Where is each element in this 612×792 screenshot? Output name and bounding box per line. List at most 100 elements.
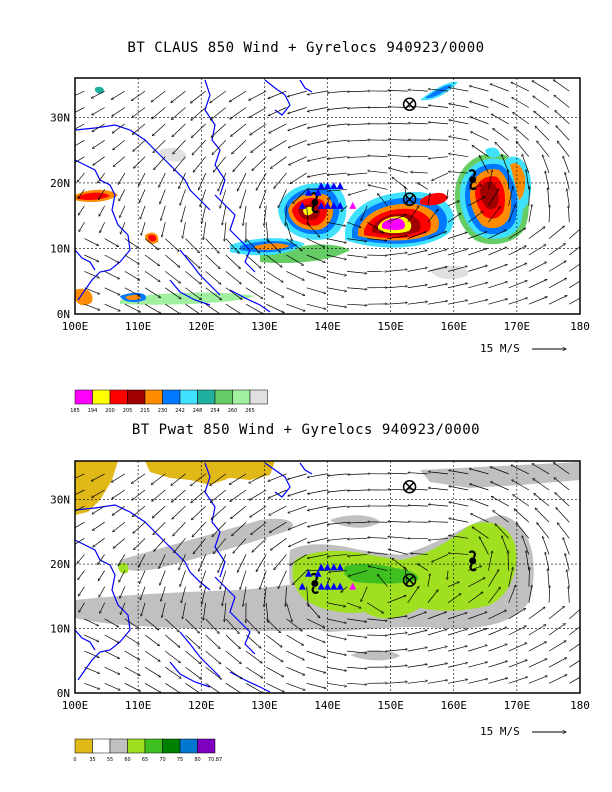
wind-vector bbox=[417, 183, 429, 190]
wind-vector bbox=[367, 238, 387, 241]
wind-vector bbox=[245, 254, 261, 268]
wind-vector bbox=[212, 521, 227, 536]
wind-vector bbox=[327, 172, 348, 175]
wind-vector bbox=[514, 127, 530, 141]
wind-vector bbox=[470, 499, 489, 507]
wind-vector bbox=[427, 590, 438, 603]
colorbar-swatch bbox=[74, 738, 93, 754]
blue-triangle-icon bbox=[305, 569, 313, 577]
colorbar-label: 65 bbox=[142, 757, 148, 763]
top-map-panel: 100E 110E 120E 130E 140E 150E 160E 170E 180 0N 10N… bbox=[50, 77, 590, 333]
wind-vector bbox=[288, 538, 307, 546]
wind-vector bbox=[144, 683, 161, 692]
wind-vector bbox=[532, 81, 550, 92]
wind-vector bbox=[211, 505, 227, 519]
wind-vector bbox=[190, 473, 206, 486]
wind-vector bbox=[75, 521, 85, 529]
blue-triangle-icon bbox=[330, 563, 338, 571]
wind-vector bbox=[447, 582, 459, 587]
wind-vector bbox=[225, 303, 243, 314]
lon-tick-label: 110E bbox=[125, 320, 152, 333]
wind-vector bbox=[528, 585, 532, 603]
blue-triangle-icon bbox=[330, 182, 338, 190]
wind-vector bbox=[347, 254, 367, 257]
wind-vector bbox=[293, 570, 307, 585]
wind-vector bbox=[491, 496, 509, 507]
wind-vector bbox=[545, 171, 550, 190]
wind-vector bbox=[427, 646, 447, 652]
wind-vector bbox=[193, 156, 206, 173]
wind-vector bbox=[77, 554, 85, 563]
wind-vector bbox=[535, 126, 550, 141]
wind-vector bbox=[448, 172, 469, 174]
wind-vector bbox=[548, 675, 567, 684]
wind-vector bbox=[508, 551, 509, 571]
wind-vector bbox=[191, 123, 206, 138]
wind-vector bbox=[388, 521, 408, 522]
wind-vector bbox=[249, 107, 267, 118]
wind-vector bbox=[327, 90, 348, 93]
wind-vector bbox=[367, 537, 388, 538]
wind-vector bbox=[447, 249, 467, 256]
lon-tick-label: 100E bbox=[62, 320, 89, 333]
wind-vector bbox=[468, 232, 487, 239]
wind-vector bbox=[231, 505, 247, 519]
wind-vector bbox=[266, 287, 284, 298]
wind-vector bbox=[288, 505, 307, 513]
wind-vector bbox=[488, 610, 506, 620]
wind-vector bbox=[245, 271, 262, 283]
wind-vector bbox=[528, 607, 545, 620]
wind-vector bbox=[181, 205, 186, 222]
wind-vector bbox=[243, 586, 247, 607]
wind-vector bbox=[306, 618, 325, 628]
colorbar-swatch bbox=[162, 389, 181, 405]
colorbar-label: 194 bbox=[88, 408, 98, 414]
wind-vector bbox=[493, 510, 509, 523]
wind-vector bbox=[479, 537, 489, 555]
wind-vector bbox=[529, 567, 530, 587]
top-colorbar: 185 194 200 205 215 230 242 248 254 260 265 bbox=[70, 389, 268, 414]
wind-vector bbox=[288, 123, 307, 131]
wind-vector bbox=[252, 156, 267, 171]
wind-vector bbox=[326, 634, 347, 639]
blue-triangle-icon bbox=[336, 201, 344, 209]
wind-vector bbox=[165, 683, 181, 693]
wind-vector bbox=[347, 238, 367, 242]
wind-vector bbox=[548, 569, 550, 587]
wind-vector bbox=[92, 505, 105, 514]
wind-vector bbox=[181, 586, 186, 603]
wind-vector bbox=[328, 570, 348, 573]
wind-vector bbox=[225, 634, 241, 649]
wind-vector bbox=[269, 505, 287, 515]
wind-vector bbox=[205, 618, 220, 634]
wind-vector bbox=[225, 254, 241, 269]
blue-triangle-icon bbox=[314, 188, 322, 196]
wind-vector bbox=[361, 205, 368, 221]
blue-triangle-icon bbox=[324, 201, 331, 209]
wind-vector bbox=[92, 139, 105, 148]
wind-vector bbox=[112, 505, 126, 515]
wind-vector bbox=[84, 683, 99, 689]
wind-vector bbox=[556, 508, 570, 523]
wind-vector bbox=[179, 172, 186, 189]
wind-vector bbox=[534, 493, 550, 507]
wind-vector bbox=[569, 660, 580, 668]
wind-vector bbox=[84, 287, 99, 294]
wind-vector bbox=[307, 172, 327, 177]
wind-vector bbox=[286, 303, 305, 311]
wind-vector bbox=[193, 538, 206, 554]
wind-vector bbox=[472, 527, 489, 539]
wind-vector bbox=[512, 97, 530, 108]
wind-vector bbox=[407, 612, 427, 620]
wind-vector bbox=[326, 682, 347, 686]
wind-vector bbox=[341, 205, 348, 212]
wind-vector bbox=[165, 666, 181, 678]
wind-vector bbox=[231, 140, 247, 154]
wind-vector bbox=[260, 570, 267, 590]
wind-vector bbox=[165, 634, 180, 647]
bottom-axis-labels: 100E 110E 120E 130E 140E 150E 160E 170E 180 0N 10N… bbox=[50, 494, 590, 712]
lon-tick-label: 140E bbox=[314, 699, 341, 712]
wind-vector bbox=[526, 170, 530, 190]
wind-vector bbox=[468, 197, 485, 207]
wind-vector bbox=[508, 677, 528, 684]
